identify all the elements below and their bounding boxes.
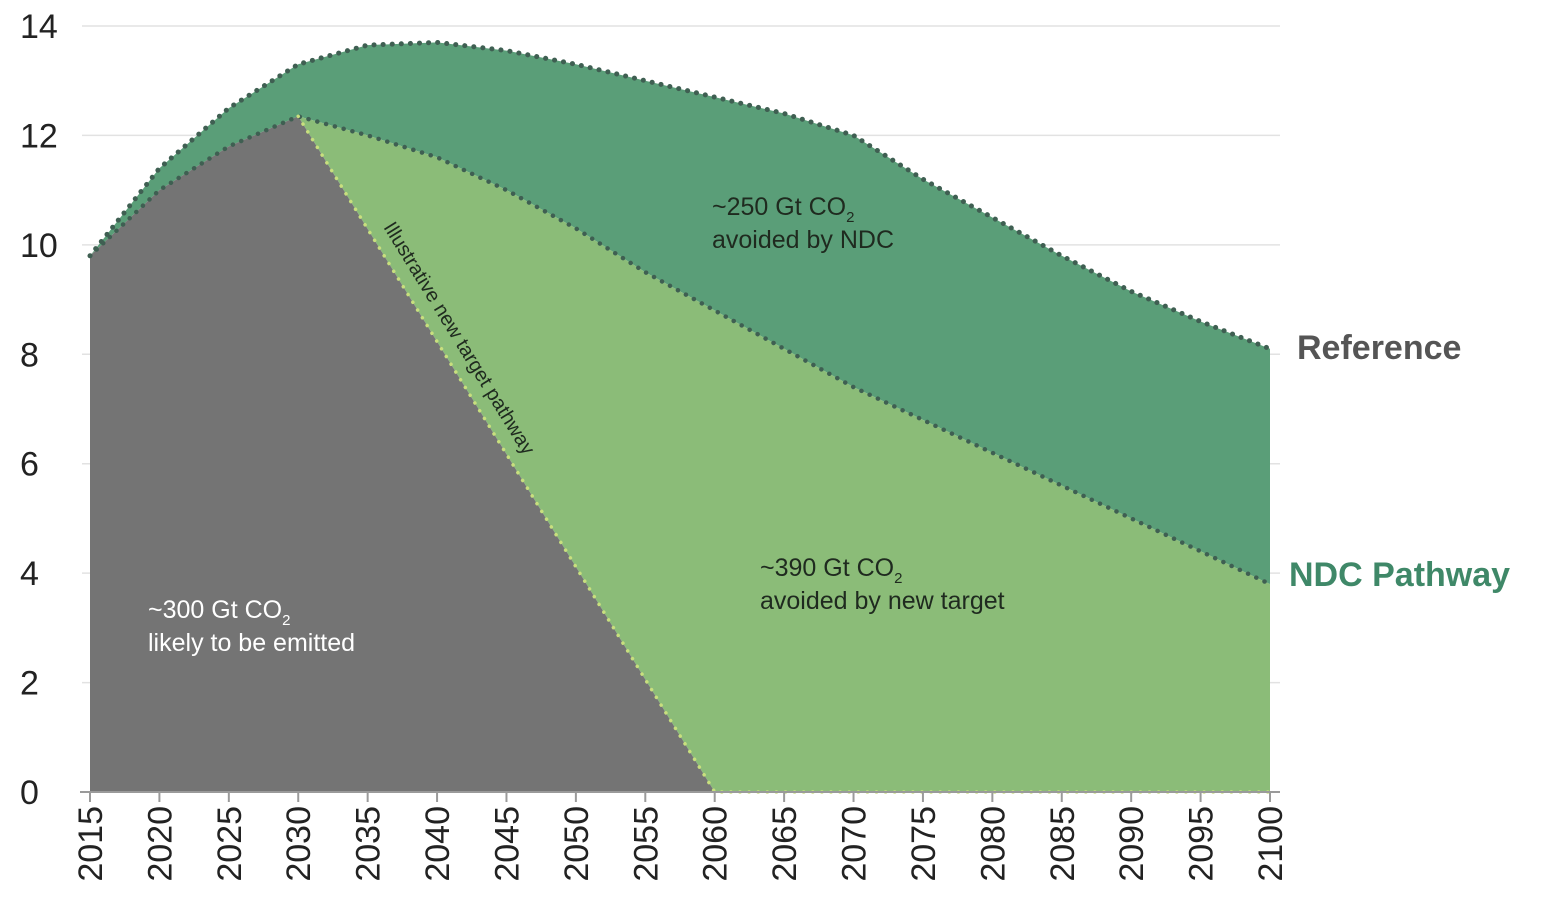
y-tick-label: 0	[20, 774, 39, 812]
label-ndc-pathway: NDC Pathway	[1289, 556, 1510, 594]
x-tick-label: 2070	[836, 806, 874, 882]
y-tick-label: 10	[20, 227, 58, 265]
x-axis-ticks: 2015 2020 2025 2030 2035 2040 2045 2050 2055 2060…	[72, 792, 1290, 882]
x-tick-label: 2040	[419, 806, 457, 882]
annotation-likely-emitted-line2: likely to be emitted	[148, 629, 355, 657]
y-tick-label: 14	[20, 8, 58, 46]
y-tick-label: 4	[20, 555, 39, 593]
x-tick-label: 2095	[1183, 806, 1221, 882]
x-tick-label: 2080	[974, 806, 1012, 882]
y-axis-ticks: 0 2 4 6 8 10 12 14	[20, 8, 58, 812]
x-tick-label: 2090	[1113, 806, 1151, 882]
annotation-likely-emitted-line1: ~300 Gt CO	[148, 596, 282, 624]
area-avoided-by-ndc	[90, 42, 1270, 585]
x-tick-label: 2065	[766, 806, 804, 882]
annotation-avoided-by-ndc-line2: avoided by NDC	[712, 226, 894, 254]
x-tick-label: 2075	[905, 806, 943, 882]
reference-line	[87, 39, 1273, 352]
annotation-avoided-by-new-target: ~390 Gt CO2 avoided by new target	[760, 554, 1005, 615]
annotation-likely-emitted-subscript: 2	[282, 612, 290, 629]
annotation-avoided-by-new-target-line1: ~390 Gt CO	[760, 554, 894, 582]
x-tick-label: 2085	[1044, 806, 1082, 882]
x-tick-label: 2060	[697, 806, 735, 882]
annotation-avoided-by-new-target-line2: avoided by new target	[760, 587, 1005, 615]
x-tick-label: 2025	[211, 806, 249, 882]
y-tick-label: 12	[20, 117, 58, 155]
ndc-pathway-line	[87, 113, 1273, 587]
x-tick-label: 2015	[72, 806, 110, 882]
x-tick-label: 2020	[141, 806, 179, 882]
x-tick-label: 2030	[280, 806, 318, 882]
x-tick-label: 2100	[1252, 806, 1290, 882]
label-reference: Reference	[1297, 329, 1461, 367]
annotation-likely-emitted: ~300 Gt CO2 likely to be emitted	[148, 596, 355, 657]
y-tick-label: 8	[20, 336, 39, 374]
annotation-avoided-by-ndc: ~250 Gt CO2 avoided by NDC	[712, 193, 894, 254]
x-tick-label: 2045	[488, 806, 526, 882]
x-tick-label: 2055	[627, 806, 665, 882]
annotation-avoided-by-new-target-subscript: 2	[894, 570, 902, 587]
area-avoided-by-new-target	[90, 116, 1270, 793]
x-tick-label: 2050	[558, 806, 596, 882]
y-tick-label: 6	[20, 446, 39, 484]
area-likely-emitted	[90, 116, 715, 793]
x-tick-label: 2035	[350, 806, 388, 882]
annotation-avoided-by-ndc-subscript: 2	[846, 209, 854, 226]
annotation-avoided-by-ndc-line1: ~250 Gt CO	[712, 193, 846, 221]
y-tick-label: 2	[20, 665, 39, 703]
